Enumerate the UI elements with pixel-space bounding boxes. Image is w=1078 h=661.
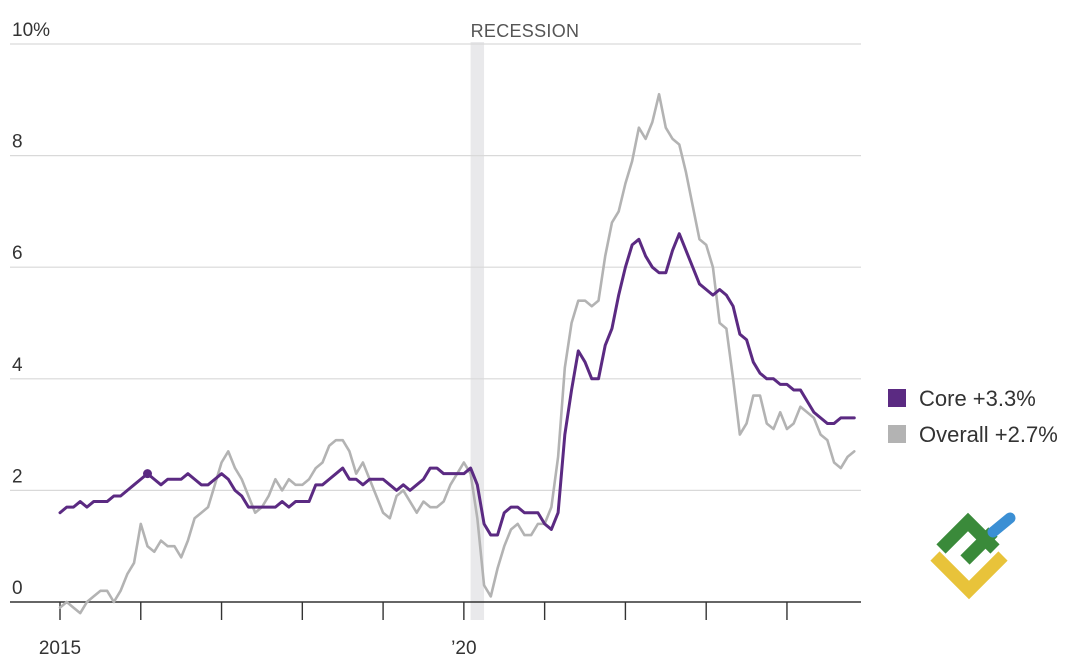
y-tick-label-8: 8: [12, 132, 23, 153]
tick-labels: 10% 8 6 4 2 0 2015 ’20: [12, 20, 477, 659]
x-axis: [10, 601, 861, 620]
series-line-core: [58, 232, 856, 537]
x-tick-label-2020: ’20: [451, 638, 476, 659]
brand-logo-icon: [930, 512, 1016, 600]
legend-label-overall: Overall +2.7%: [919, 422, 1058, 447]
x-tick-label-2015: 2015: [39, 638, 81, 659]
legend-swatch-overall: [888, 425, 906, 443]
series-lines: [58, 92, 856, 615]
y-tick-label-4: 4: [12, 355, 23, 376]
legend-swatch-core: [888, 389, 906, 407]
recession-band: [470, 42, 485, 620]
legend: Core +3.3% Overall +2.7%: [888, 386, 1058, 447]
logo-green-diagonal: [960, 527, 998, 565]
series-marker-core: [143, 469, 153, 479]
y-tick-label-6: 6: [12, 243, 23, 264]
logo-blue-diagonal: [987, 512, 1016, 538]
legend-label-core: Core +3.3%: [919, 386, 1036, 411]
gridlines: [10, 43, 861, 491]
logo-yellow-chevron: [930, 551, 1008, 600]
y-tick-label-10: 10%: [12, 20, 50, 41]
y-tick-label-2: 2: [12, 466, 23, 487]
recession-label: RECESSION: [471, 21, 580, 41]
y-tick-label-0: 0: [12, 578, 23, 599]
series-line-overall: [58, 92, 856, 615]
